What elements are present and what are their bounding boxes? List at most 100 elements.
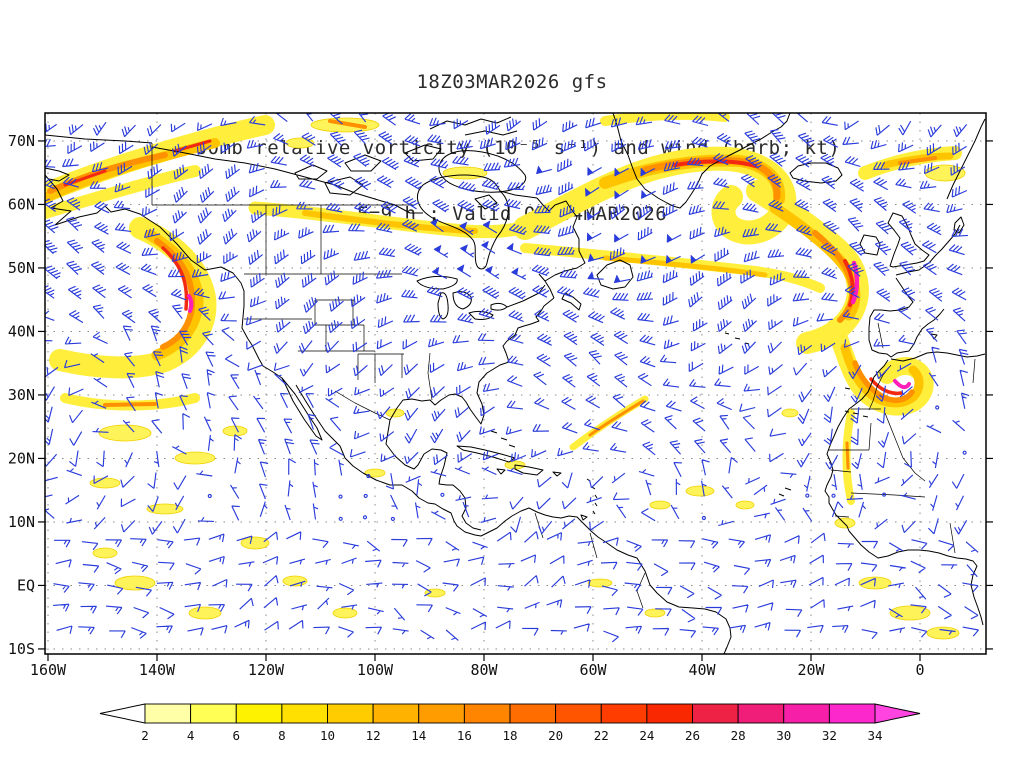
vorticity-core (845, 441, 850, 470)
colorbar-segment (418, 703, 465, 724)
lon-tick-label: 20W (797, 661, 825, 679)
vorticity-patch (649, 500, 671, 510)
colorbar-segment (646, 703, 693, 724)
colorbar-tick-label: 6 (232, 728, 240, 743)
lat-tick-label: 70N (8, 132, 35, 150)
lat-tick-label: 10S (8, 640, 35, 658)
lon-tick-label: 60W (579, 661, 607, 679)
vorticity-core (588, 399, 645, 437)
lat-tick-label: 50N (8, 259, 35, 277)
vorticity-patch (781, 408, 799, 418)
colorbar-segment (692, 703, 739, 724)
colorbar-segment (372, 703, 420, 724)
vorticity-patch (188, 606, 222, 620)
vorticity-patch (240, 536, 270, 550)
lon-tick-label: 80W (470, 661, 498, 679)
lat-tick-label: 20N (8, 449, 35, 467)
colorbar-segment (783, 703, 830, 724)
colorbar-segment (144, 703, 192, 724)
colorbar-segment (828, 703, 876, 724)
colorbar-segment (327, 703, 374, 724)
colorbar-tick-label: 32 (822, 728, 837, 743)
vorticity-patch (114, 575, 156, 591)
lon-tick-label: 40W (688, 661, 716, 679)
vorticity-patch (889, 605, 931, 621)
vorticity-patch (442, 166, 488, 180)
vorticity-max (173, 139, 212, 153)
vorticity-patch (174, 451, 216, 465)
colorbar: 2 4 6 8 10 12 14 16 18 20 22 24 26 28 30 32 34 (99, 703, 921, 743)
vorticity-patch (92, 547, 118, 559)
colorbar-over-arrow (874, 703, 921, 724)
colorbar-segment (463, 703, 511, 724)
vorticity-patch (685, 485, 715, 497)
colorbar-segment (190, 703, 237, 724)
lon-tick-label: 120W (248, 661, 285, 679)
vorticity-extreme (893, 379, 911, 390)
colorbar-tick-label: 14 (411, 728, 426, 743)
vorticity-patch (385, 408, 405, 418)
vorticity-patch (926, 626, 960, 640)
colorbar-tick-label: 12 (366, 728, 381, 743)
wind-barb-staffs (45, 113, 979, 643)
lat-tick-label: 30N (8, 386, 35, 404)
vorticity-core (302, 210, 478, 234)
lon-axis: 160W 140W 120W 100W 80W 60W 40W 20W 0 (30, 654, 925, 679)
vorticity-patches (89, 117, 966, 640)
lat-tick-label: 60N (8, 195, 35, 213)
colorbar-tick-label: 8 (278, 728, 286, 743)
colorbar-tick-label: 2 (141, 728, 149, 743)
colorbar-segment (600, 703, 648, 724)
lon-tick-label: 140W (139, 661, 176, 679)
colorbar-tick-label: 28 (731, 728, 746, 743)
colorbar-tick-label: 10 (320, 728, 335, 743)
colorbar-segment (235, 703, 283, 724)
wind-barbs (45, 113, 979, 643)
colorbar-tick-label: 34 (867, 728, 882, 743)
coastline-path (45, 113, 986, 654)
vorticity-core (898, 156, 937, 165)
colorbar-segment (281, 703, 328, 724)
lat-tick-label: 10N (8, 513, 35, 531)
vorticity-patch (98, 424, 152, 442)
vorticity-max (63, 169, 107, 187)
colorbar-under-arrow (99, 703, 146, 724)
vorticity-patch (146, 503, 184, 515)
vorticity-core (45, 138, 220, 203)
title-line-1: 18Z03MAR2026 gfs (416, 71, 608, 93)
lat-axis: 70N 60N 50N 40N 30N 20N 10N EQ 10S (8, 132, 993, 658)
colorbar-tick-label: 30 (776, 728, 791, 743)
vorticity-patch (332, 607, 358, 619)
lat-tick-label: EQ (17, 576, 35, 594)
colorbar-tick-label: 18 (502, 728, 517, 743)
vorticity-patch (644, 608, 666, 618)
colorbar-segment (509, 703, 557, 724)
vorticity-core (328, 119, 367, 129)
lon-tick-label: 160W (30, 661, 67, 679)
lon-tick-label: 100W (357, 661, 394, 679)
vorticity-patch (735, 500, 755, 510)
vorticity-max (161, 246, 189, 311)
colorbar-tick-label: 24 (639, 728, 654, 743)
colorbar-segment (737, 703, 785, 724)
coastlines (45, 113, 986, 654)
map-area (45, 113, 986, 654)
map-frame (44, 112, 987, 655)
vorticity-core (103, 402, 157, 407)
colorbar-tick-label: 16 (457, 728, 472, 743)
lat-tick-label: 40N (8, 322, 35, 340)
vorticity-patch (834, 517, 856, 529)
colorbar-tick-label: 4 (187, 728, 195, 743)
vorticity-extreme (187, 294, 194, 313)
colorbar-tick-label: 22 (594, 728, 609, 743)
vorticity-patch (587, 578, 613, 588)
vorticity-band (600, 113, 730, 126)
vorticity-max (869, 377, 903, 396)
wind-barb-flags (430, 165, 697, 283)
grid-lines (45, 113, 986, 654)
vorticity-band (49, 217, 217, 379)
colorbar-tick-label: 26 (685, 728, 700, 743)
vorticity-patch (282, 575, 308, 587)
